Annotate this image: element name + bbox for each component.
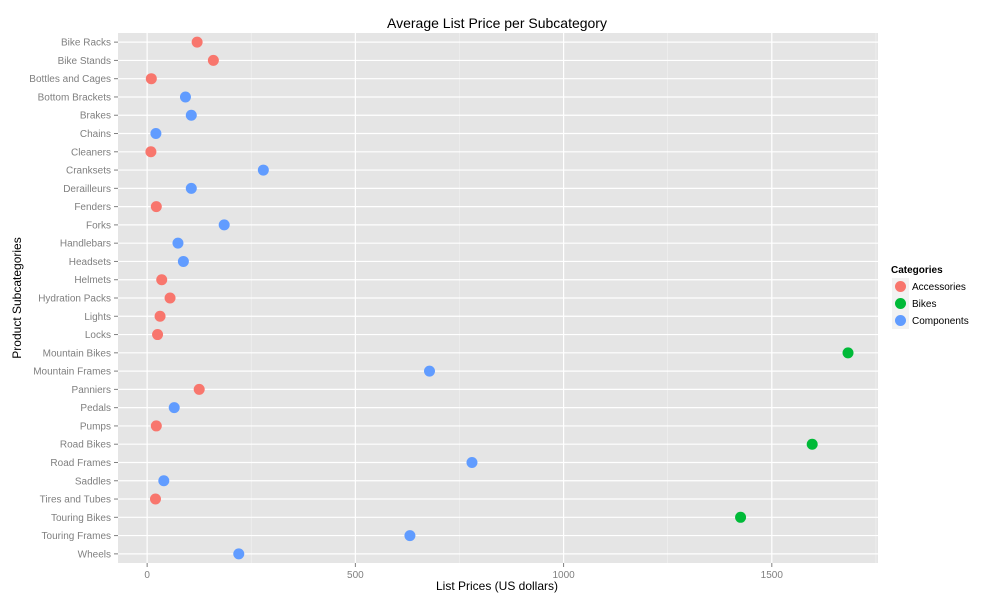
data-point: [172, 237, 184, 249]
data-point: [152, 329, 164, 341]
legend-key: [895, 281, 906, 292]
chart-title: Average List Price per Subcategory: [387, 15, 607, 31]
y-tick-label: Mountain Frames: [33, 367, 111, 378]
y-tick-label: Bottles and Cages: [29, 74, 111, 85]
y-tick-label: Bike Racks: [61, 38, 111, 49]
y-tick-label: Tires and Tubes: [40, 495, 111, 506]
y-tick-label: Chains: [80, 129, 111, 140]
x-tick-label: 1000: [552, 570, 575, 581]
grid-lines: [118, 33, 878, 563]
y-tick-label: Brakes: [80, 111, 111, 122]
data-point: [177, 255, 189, 267]
data-point: [806, 438, 818, 450]
y-tick-label: Derailleurs: [63, 184, 111, 195]
legend-label: Accessories: [912, 282, 966, 293]
data-point: [185, 109, 197, 121]
y-tick-label: Locks: [85, 330, 111, 341]
data-point: [404, 530, 416, 542]
data-point: [150, 201, 162, 213]
y-tick-label: Panniers: [72, 385, 111, 396]
data-points: [145, 36, 854, 560]
data-point: [156, 274, 168, 286]
y-tick-label: Handlebars: [60, 239, 111, 250]
data-point: [158, 475, 170, 487]
x-tick-label: 0: [144, 570, 150, 581]
y-tick-label: Hydration Packs: [38, 294, 111, 305]
data-point: [179, 91, 191, 103]
y-tick-label: Helmets: [74, 275, 111, 286]
y-tick-label: Forks: [86, 220, 111, 231]
y-tick-label: Saddles: [75, 476, 111, 487]
data-point: [149, 493, 161, 505]
y-tick-label: Headsets: [69, 257, 111, 268]
data-point: [207, 54, 219, 66]
data-point: [233, 548, 245, 560]
y-axis-title: Product Subcategories: [10, 237, 24, 358]
data-point: [145, 73, 157, 85]
data-point: [150, 420, 162, 432]
data-point: [145, 146, 157, 158]
legend-items: Accessories Bikes Components: [892, 278, 969, 329]
x-axis-ticks: 0 500 1000 1500: [144, 563, 783, 581]
x-axis-title: List Prices (US dollars): [436, 579, 558, 593]
y-tick-label: Pedals: [80, 403, 111, 414]
legend-label: Bikes: [912, 299, 936, 310]
x-tick-label: 500: [347, 570, 364, 581]
data-point: [164, 292, 176, 304]
y-axis-ticks: Bike Racks Bike Stands Bottles and Cages Bo…: [29, 38, 118, 560]
data-point: [466, 456, 478, 468]
y-tick-label: Bottom Brackets: [38, 92, 111, 103]
y-tick-label: Mountain Bikes: [43, 348, 111, 359]
y-tick-label: Wheels: [78, 549, 111, 560]
y-tick-label: Cleaners: [71, 147, 111, 158]
y-tick-label: Cranksets: [66, 166, 111, 177]
data-point: [191, 36, 203, 48]
data-point: [257, 164, 269, 176]
data-point: [193, 383, 205, 395]
y-tick-label: Touring Bikes: [51, 513, 111, 524]
data-point: [154, 310, 166, 322]
y-tick-label: Road Frames: [50, 458, 111, 469]
legend-label: Components: [912, 316, 969, 327]
data-point: [842, 347, 854, 359]
legend-key: [895, 298, 906, 309]
y-tick-label: Fenders: [74, 202, 111, 213]
y-tick-label: Lights: [84, 312, 111, 323]
y-tick-label: Bike Stands: [58, 56, 111, 67]
y-tick-label: Road Bikes: [60, 440, 111, 451]
data-point: [218, 219, 230, 231]
legend: Categories Accessories Bikes Components: [891, 265, 969, 329]
x-tick-label: 1500: [761, 570, 784, 581]
data-point: [150, 128, 162, 140]
y-tick-label: Touring Frames: [42, 531, 111, 542]
legend-key: [895, 315, 906, 326]
y-tick-label: Pumps: [80, 421, 111, 432]
data-point: [735, 511, 747, 523]
data-point: [423, 365, 435, 377]
data-point: [168, 402, 180, 414]
data-point: [185, 182, 197, 194]
legend-title: Categories: [891, 265, 943, 276]
